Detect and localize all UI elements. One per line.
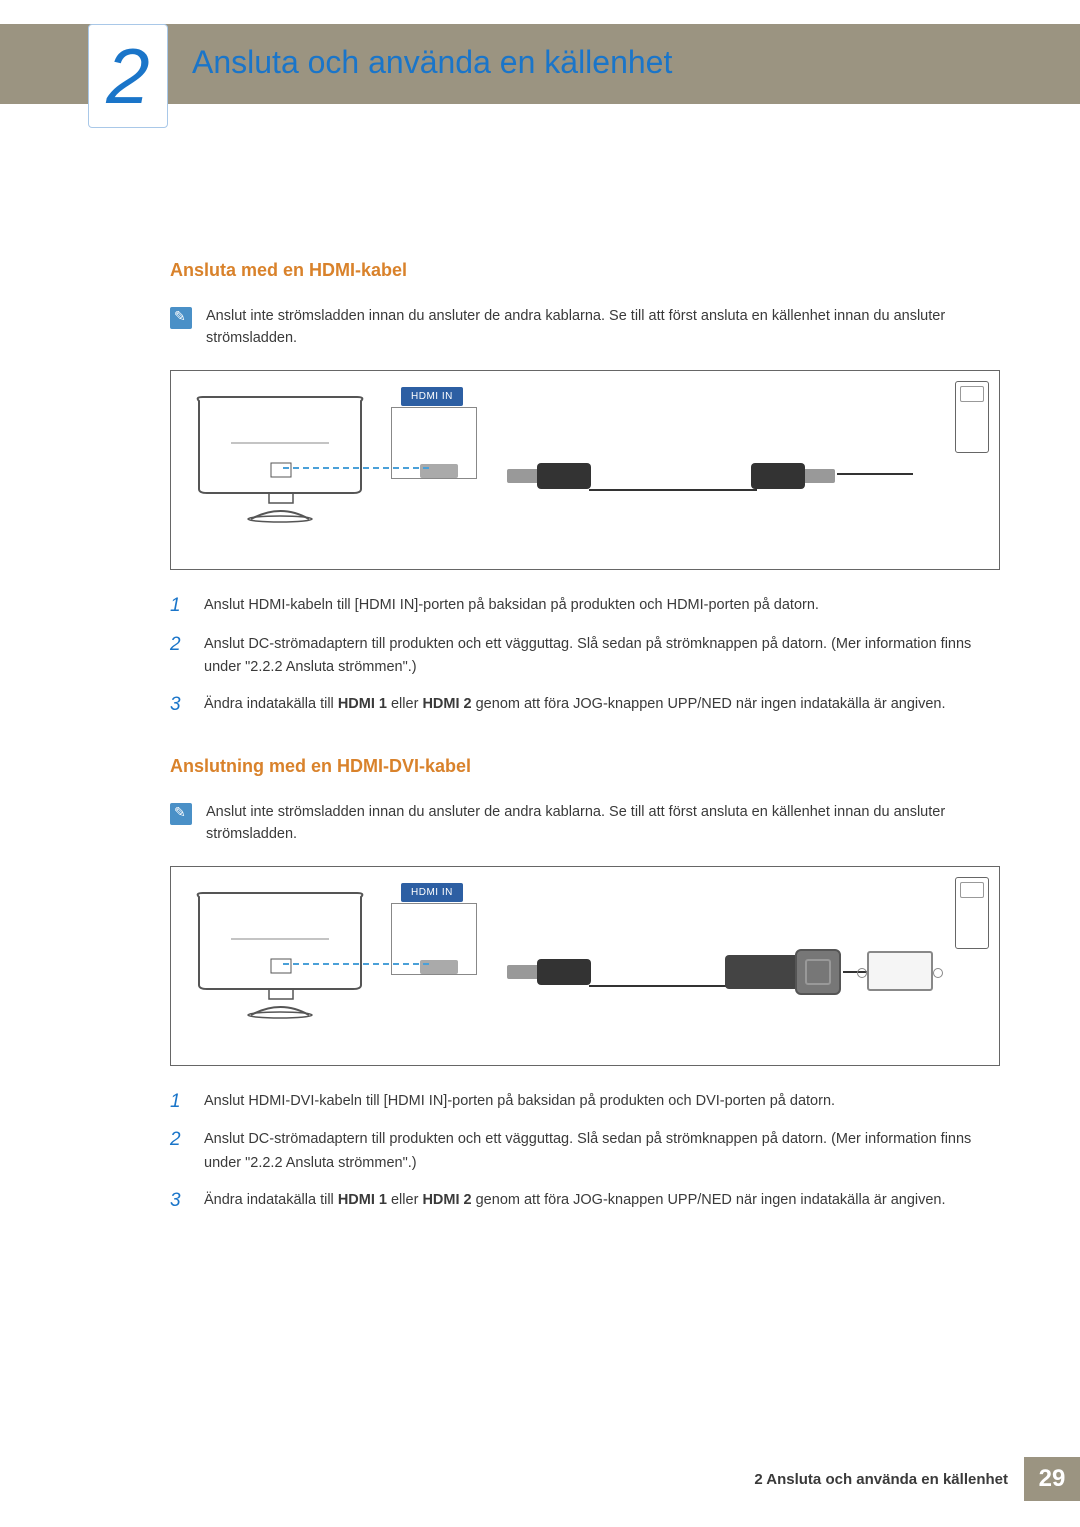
step-item: 1 Anslut HDMI-DVI-kabeln till [HDMI IN]-… <box>170 1090 1000 1115</box>
page-content: Ansluta med en HDMI-kabel Anslut inte st… <box>170 260 1000 1251</box>
step-item: 1 Anslut HDMI-kabeln till [HDMI IN]-port… <box>170 594 1000 619</box>
section2-diagram: HDMI IN <box>170 866 1000 1066</box>
step-text-segment: genom att föra JOG-knappen UPP/NED när i… <box>472 696 946 712</box>
step-text-segment: Ändra indatakälla till <box>204 1192 338 1208</box>
note-icon <box>170 307 192 329</box>
chapter-number: 2 <box>106 37 149 115</box>
step-number: 1 <box>170 594 186 619</box>
cable <box>589 985 729 987</box>
cable <box>589 489 757 491</box>
chapter-title: Ansluta och använda en källenhet <box>192 44 672 81</box>
step-text-segment: genom att föra JOG-knappen UPP/NED när i… <box>472 1192 946 1208</box>
dashed-line <box>283 963 429 965</box>
cable-to-pc <box>837 473 913 475</box>
step-number: 2 <box>170 633 186 679</box>
hdmi-in-label: HDMI IN <box>401 387 463 406</box>
step-number: 3 <box>170 693 186 718</box>
dvi-connector <box>725 947 841 997</box>
step-text-bold: HDMI 1 <box>338 1192 387 1208</box>
section2-steps: 1 Anslut HDMI-DVI-kabeln till [HDMI IN]-… <box>170 1090 1000 1214</box>
dvi-port <box>867 951 933 991</box>
footer-text: 2 Ansluta och använda en källenhet <box>754 1471 1024 1488</box>
section1-heading: Ansluta med en HDMI-kabel <box>170 260 1000 281</box>
computer-icon <box>955 381 989 453</box>
step-text: Ändra indatakälla till HDMI 1 eller HDMI… <box>204 693 946 718</box>
hdmi-connector-left <box>507 955 595 989</box>
step-text-segment: eller <box>387 696 422 712</box>
chapter-number-box: 2 <box>88 24 168 128</box>
step-item: 2 Anslut DC-strömadaptern till produkten… <box>170 633 1000 679</box>
hdmi-in-label: HDMI IN <box>401 883 463 902</box>
step-text-segment: Ändra indatakälla till <box>204 696 338 712</box>
step-number: 1 <box>170 1090 186 1115</box>
step-text: Anslut DC-strömadaptern till produkten o… <box>204 633 1000 679</box>
step-item: 3 Ändra indatakälla till HDMI 1 eller HD… <box>170 1189 1000 1214</box>
step-number: 2 <box>170 1128 186 1174</box>
step-item: 3 Ändra indatakälla till HDMI 1 eller HD… <box>170 693 1000 718</box>
dashed-line <box>283 467 429 469</box>
section2-note-text: Anslut inte strömsladden innan du anslut… <box>206 801 1000 846</box>
step-item: 2 Anslut DC-strömadaptern till produkten… <box>170 1128 1000 1174</box>
note-icon <box>170 803 192 825</box>
step-text-bold: HDMI 1 <box>338 696 387 712</box>
step-number: 3 <box>170 1189 186 1214</box>
section2-note: Anslut inte strömsladden innan du anslut… <box>170 801 1000 846</box>
step-text: Anslut DC-strömadaptern till produkten o… <box>204 1128 1000 1174</box>
computer-icon <box>955 877 989 949</box>
hdmi-connector-left <box>507 459 595 493</box>
section1-note-text: Anslut inte strömsladden innan du anslut… <box>206 305 1000 350</box>
step-text-segment: eller <box>387 1192 422 1208</box>
section2-heading: Anslutning med en HDMI-DVI-kabel <box>170 756 1000 777</box>
monitor-icon <box>191 393 369 523</box>
step-text-bold: HDMI 2 <box>422 696 471 712</box>
section1-note: Anslut inte strömsladden innan du anslut… <box>170 305 1000 350</box>
hdmi-connector-right <box>751 459 839 493</box>
step-text: Anslut HDMI-DVI-kabeln till [HDMI IN]-po… <box>204 1090 835 1115</box>
step-text: Anslut HDMI-kabeln till [HDMI IN]-porten… <box>204 594 819 619</box>
step-text-bold: HDMI 2 <box>422 1192 471 1208</box>
section1-steps: 1 Anslut HDMI-kabeln till [HDMI IN]-port… <box>170 594 1000 718</box>
section1-diagram: HDMI IN <box>170 370 1000 570</box>
page-footer: 2 Ansluta och använda en källenhet 29 <box>754 1457 1080 1501</box>
step-text: Ändra indatakälla till HDMI 1 eller HDMI… <box>204 1189 946 1214</box>
monitor-icon <box>191 889 369 1019</box>
page-number: 29 <box>1024 1457 1080 1501</box>
